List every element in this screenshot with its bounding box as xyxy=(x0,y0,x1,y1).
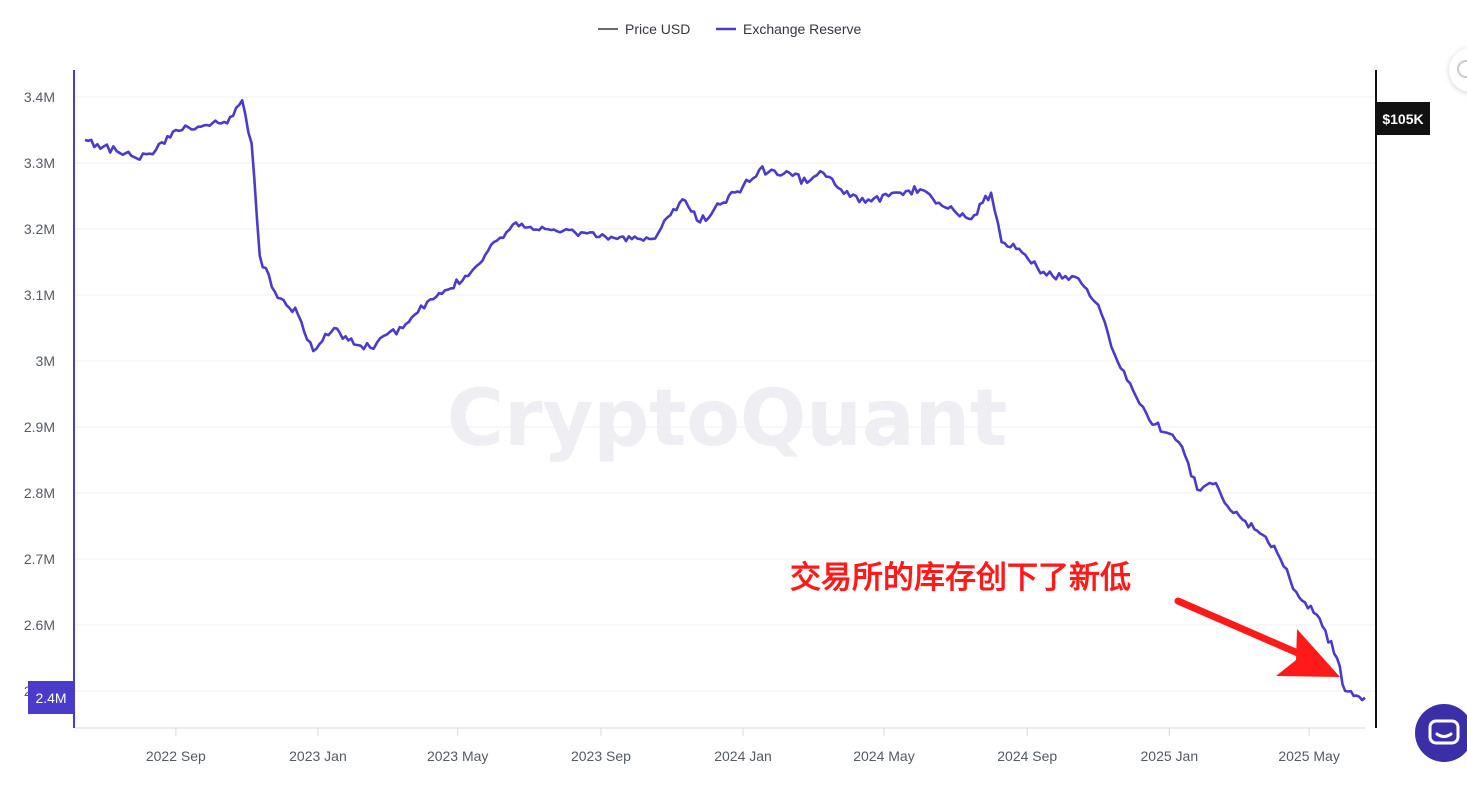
side-toggle-button[interactable] xyxy=(1449,48,1467,92)
left-tick-label: 2.9M xyxy=(24,419,55,435)
left-tick-label: 3.4M xyxy=(24,89,55,105)
x-tick-label: 2023 Jan xyxy=(289,748,347,764)
legend[interactable]: Price USD Exchange Reserve xyxy=(598,21,862,37)
series-lines xyxy=(84,99,1366,702)
left-tick-label: 3.2M xyxy=(24,221,55,237)
annotation-arrow-head xyxy=(1276,629,1340,677)
left-tick-label: 3M xyxy=(36,353,55,369)
left-tick-label: 2.6M xyxy=(24,617,55,633)
x-tick-label: 2022 Sep xyxy=(146,748,206,764)
annotation-arrow-shaft xyxy=(1174,597,1304,658)
left-current-badge xyxy=(28,681,74,714)
x-tick-label: 2025 May xyxy=(1278,748,1339,764)
watermark: CryptoQuant xyxy=(447,374,1008,464)
chat-button[interactable] xyxy=(1415,704,1467,762)
x-tick-label: 2024 Jan xyxy=(714,748,772,764)
legend-label: Price USD xyxy=(625,21,690,37)
x-tick-label: 2023 Sep xyxy=(571,748,631,764)
annotation-text: 交易所的库存创下了新低 xyxy=(790,560,1131,596)
legend-item[interactable]: Exchange Reserve xyxy=(716,21,862,37)
right-current-badge-label: $105K xyxy=(1382,111,1423,127)
circle-icon xyxy=(1457,60,1467,78)
left-tick-label: 2.7M xyxy=(24,551,55,567)
x-tick-label: 2025 Jan xyxy=(1141,748,1199,764)
right-current-badge xyxy=(1376,102,1430,135)
left-tick-label: 2.8M xyxy=(24,485,55,501)
x-tick-label: 2024 Sep xyxy=(997,748,1057,764)
exchange-reserve-line xyxy=(84,99,1366,702)
left-current-badge-label: 2.4M xyxy=(35,690,66,706)
current-value-badges: 2.4M $105K xyxy=(28,102,1430,714)
x-tick-label: 2024 May xyxy=(853,748,914,764)
axes: 3.4M3.3M3.2M3.1M3M2.9M2.8M2.7M2.6M2.4M$1… xyxy=(24,70,1377,764)
left-tick-label: 3.3M xyxy=(24,155,55,171)
left-tick-label: 3.1M xyxy=(24,287,55,303)
gridlines xyxy=(75,96,1375,692)
legend-item[interactable]: Price USD xyxy=(598,21,690,37)
chat-icon xyxy=(1428,719,1460,745)
legend-label: Exchange Reserve xyxy=(743,21,862,37)
annotation: 交易所的库存创下了新低 xyxy=(790,560,1340,677)
x-tick-label: 2023 May xyxy=(427,748,488,764)
